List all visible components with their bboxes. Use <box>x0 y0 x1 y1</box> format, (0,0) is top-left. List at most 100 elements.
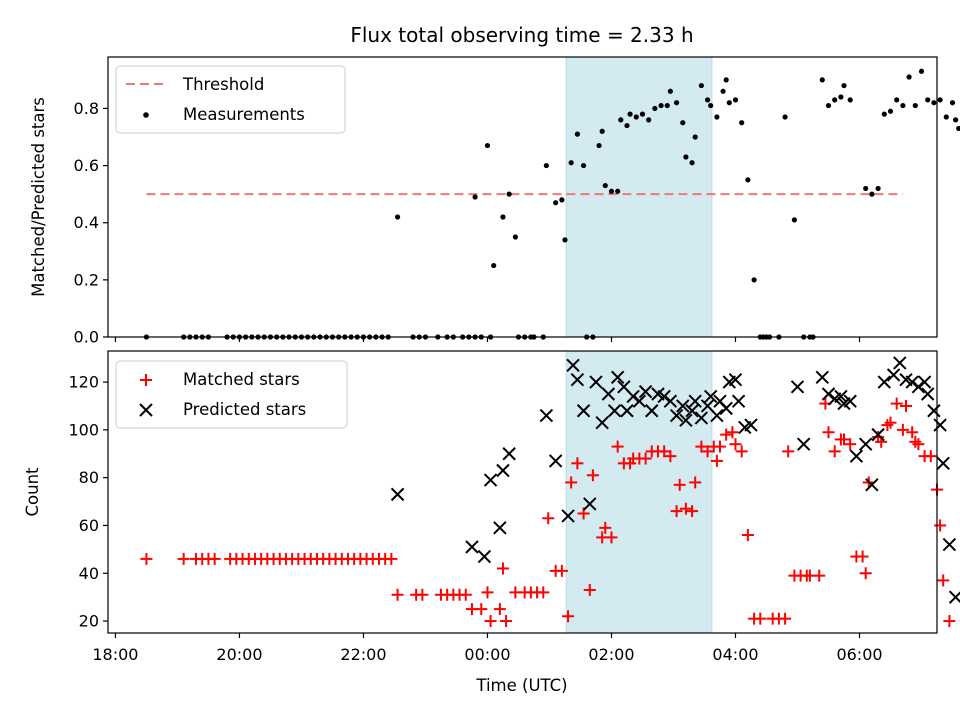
matched-star-point <box>385 552 398 565</box>
predicted-star-point <box>607 404 622 418</box>
matched-star-point <box>934 519 947 532</box>
predicted-star-point <box>576 404 591 418</box>
measurement-point <box>832 97 838 103</box>
top-y-tick-label: 0.0 <box>74 328 99 347</box>
predicted-star-point <box>936 456 950 471</box>
matched-star-point <box>484 615 497 628</box>
matched-star-point <box>779 612 792 625</box>
bottom-y-tick-label: 100 <box>68 420 99 439</box>
matched-star-point <box>583 583 596 596</box>
top-y-tick-label: 0.8 <box>74 99 99 118</box>
matched-star-point <box>837 433 850 446</box>
matched-star-point <box>782 445 795 458</box>
predicted-star-point <box>893 356 907 370</box>
predicted-star-point <box>703 389 718 404</box>
measurement-point <box>484 142 491 149</box>
measurement-point <box>664 102 670 109</box>
matched-star-point <box>813 569 826 582</box>
measurement-point <box>658 102 664 109</box>
measurement-point <box>624 122 630 129</box>
top-x-ticks <box>114 337 861 342</box>
bottom-axes-frame <box>107 350 938 634</box>
matched-star-point <box>828 445 841 458</box>
top-y-tick-label: 0.6 <box>74 156 99 175</box>
matched-star-point <box>208 552 221 565</box>
predicted-star-point <box>539 408 554 423</box>
predicted-star-point <box>917 375 932 389</box>
measurement-point <box>953 117 959 123</box>
measurement-point <box>838 94 844 100</box>
predicted-star-point <box>821 387 836 401</box>
matched-star-point <box>416 588 429 601</box>
matched-star-point <box>500 615 513 628</box>
matched-star-point <box>177 552 190 565</box>
measurement-point <box>791 217 797 223</box>
predicted-star-point <box>731 394 746 408</box>
predicted-star-point <box>685 404 699 418</box>
measurement-point <box>394 214 401 220</box>
measurement-point <box>543 162 549 169</box>
predicted-stars-points <box>390 356 960 604</box>
predicted-star-point <box>583 497 597 511</box>
matched-star-point <box>710 454 723 467</box>
predicted-star-point <box>620 404 634 418</box>
predicted-star-point <box>496 463 510 478</box>
measurement-point <box>689 160 695 166</box>
measurement-point <box>906 74 912 80</box>
measurement-point <box>553 200 559 206</box>
matched-star-point <box>565 476 578 489</box>
measurement-point <box>652 105 658 112</box>
measurement-point <box>925 97 931 103</box>
bottom-y-tick-label: 20 <box>79 612 99 631</box>
predicted-star-point <box>483 473 498 487</box>
measurement-point <box>720 88 726 94</box>
bottom-y-tick-label: 40 <box>79 564 99 583</box>
measurement-point <box>574 131 580 137</box>
predicted-star-point <box>465 540 479 554</box>
predicted-star-point <box>911 380 926 394</box>
x-tick-label: 04:00 <box>712 645 758 664</box>
predicted-star-point <box>710 408 724 423</box>
matched-stars-points <box>140 397 956 628</box>
matched-star-point <box>673 478 686 491</box>
measurement-point <box>559 197 565 203</box>
measurement-point <box>887 108 894 114</box>
measurement-point <box>900 102 906 109</box>
predicted-star-point <box>719 401 733 416</box>
bottom-y-tick-label: 80 <box>79 468 99 487</box>
measurement-point <box>596 142 602 149</box>
matched-star-point <box>896 423 909 436</box>
matched-star-point <box>701 445 714 458</box>
top-y-tick-label: 0.4 <box>74 213 99 232</box>
top-legend: Threshold Measurements <box>115 65 346 134</box>
x-tick-label: 02:00 <box>588 645 634 664</box>
measurement-point <box>869 191 875 197</box>
matched-star-point <box>481 586 494 599</box>
matched-star-point <box>664 450 677 463</box>
matched-star-point <box>686 505 699 518</box>
matched-star-point <box>571 457 584 470</box>
x-tick-label: 22:00 <box>340 645 386 664</box>
predicted-star-point <box>638 384 653 399</box>
measurement-point <box>937 97 943 103</box>
measurements-legend-label: Measurements <box>183 105 305 124</box>
matched-star-point <box>735 445 748 458</box>
bottom-y-tick-label: 60 <box>79 516 99 535</box>
measurement-points <box>143 68 960 340</box>
matched-legend-label: Matched stars <box>183 370 300 389</box>
matched-star-point <box>890 397 903 410</box>
predicted-star-point <box>871 427 885 442</box>
measurement-point <box>599 128 605 134</box>
matched-star-point <box>562 610 575 623</box>
measurement-point <box>714 114 720 120</box>
matched-star-point <box>720 428 733 441</box>
predicted-star-point <box>694 411 709 425</box>
measurement-point <box>633 114 639 120</box>
matched-star-point <box>912 438 925 451</box>
predicted-star-point <box>942 537 957 552</box>
matched-star-point <box>689 476 702 489</box>
bottom-y-ticks: 20 40 60 80 100 120 <box>68 373 108 631</box>
x-tick-label: 18:00 <box>92 645 138 664</box>
predicted-star-point <box>905 375 919 389</box>
